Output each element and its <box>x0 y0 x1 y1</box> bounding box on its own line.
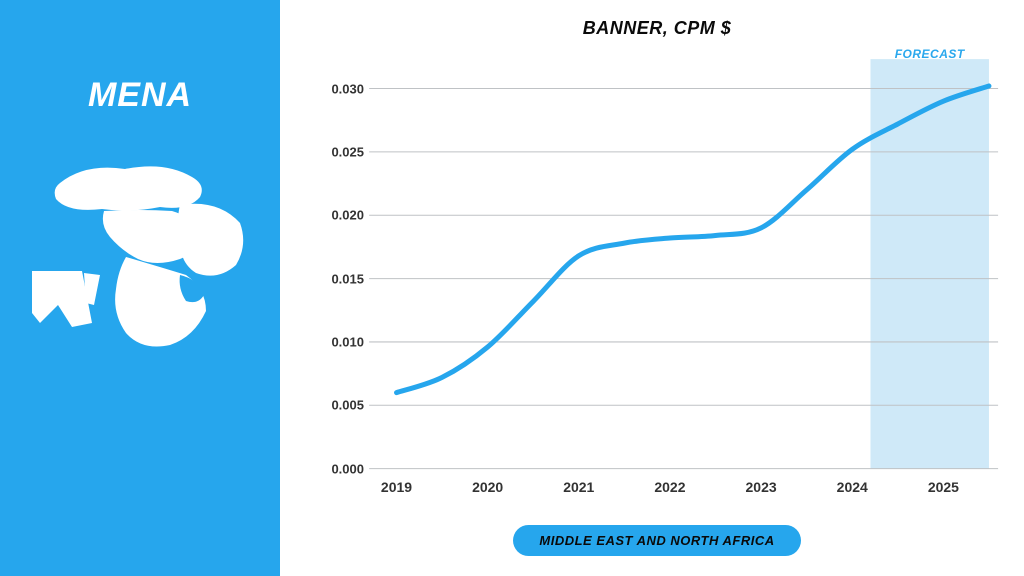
y-axis-tick-label: 0.005 <box>316 398 364 413</box>
x-axis-tick-label: 2024 <box>837 479 868 495</box>
chart-title: BANNER, CPM $ <box>310 18 1004 39</box>
chart-panel: BANNER, CPM $ FORECAST 0.000 0.005 0.010 0.0… <box>280 0 1024 576</box>
y-axis-tick-label: 0.025 <box>316 144 364 159</box>
y-axis-tick-label: 0.030 <box>316 81 364 96</box>
mena-map-icon <box>30 155 250 355</box>
y-axis-tick-label: 0.020 <box>316 208 364 223</box>
sidebar-panel: MENA <box>0 0 280 576</box>
y-axis-tick-label: 0.000 <box>316 461 364 476</box>
region-full-name-pill: MIDDLE EAST AND NORTH AFRICA <box>513 525 800 556</box>
x-axis-tick-label: 2025 <box>928 479 959 495</box>
x-axis-tick-label: 2019 <box>381 479 412 495</box>
forecast-band <box>870 59 988 469</box>
region-title: MENA <box>88 76 192 115</box>
chart-plot-area: FORECAST 0.000 0.005 0.010 0.015 0.020 0.025 0.… <box>310 45 1004 509</box>
x-axis-tick-label: 2021 <box>563 479 594 495</box>
x-axis-tick-label: 2022 <box>654 479 685 495</box>
chart-svg <box>310 45 1004 509</box>
y-axis-tick-label: 0.015 <box>316 271 364 286</box>
y-axis-tick-label: 0.010 <box>316 334 364 349</box>
forecast-label: FORECAST <box>895 47 965 61</box>
x-axis-tick-label: 2020 <box>472 479 503 495</box>
x-axis-tick-label: 2023 <box>746 479 777 495</box>
